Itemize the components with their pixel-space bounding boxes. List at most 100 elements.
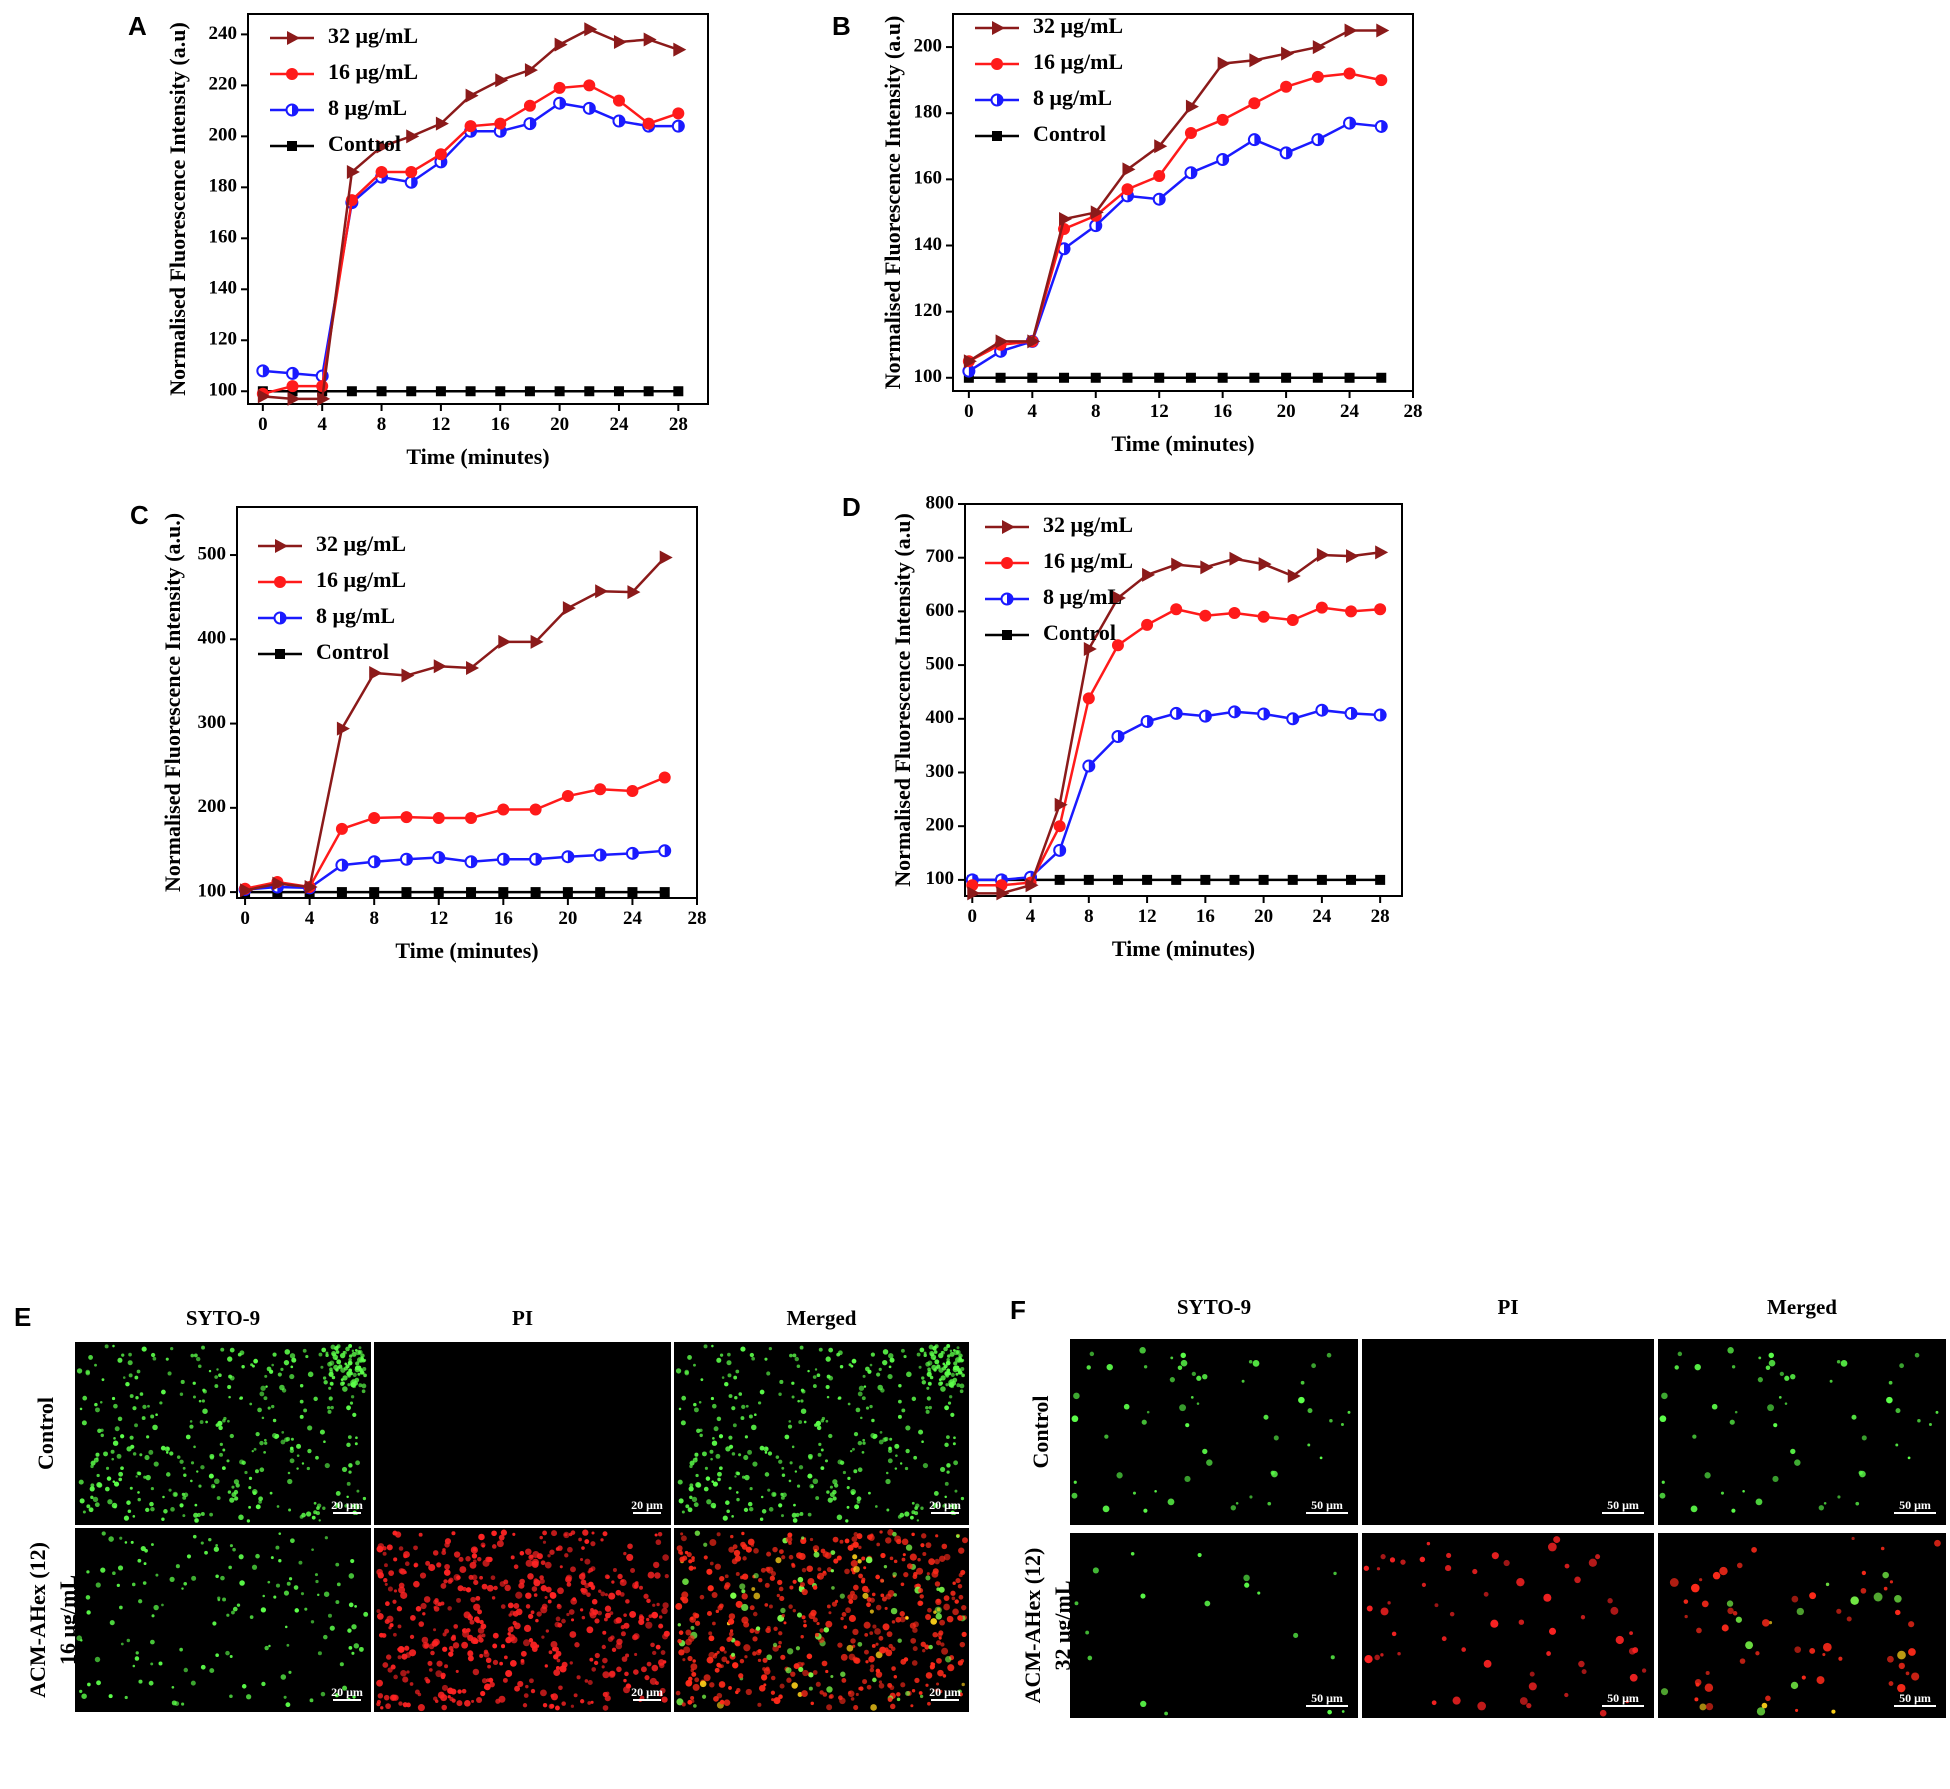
cell-dot: [127, 1360, 133, 1366]
cell-dot: [929, 1375, 934, 1380]
cell-dot: [171, 1700, 177, 1706]
cell-dot: [604, 1605, 612, 1612]
cell-dot: [882, 1349, 889, 1355]
cell-dot: [557, 1545, 563, 1551]
cell-dot: [344, 1362, 347, 1366]
cell-dot: [841, 1612, 847, 1617]
cell-dot: [238, 1554, 244, 1560]
cell-dot: [944, 1495, 947, 1499]
cell-dot: [346, 1442, 351, 1448]
cell-dot: [653, 1561, 660, 1569]
cell-dot: [120, 1642, 124, 1646]
cell-dot: [346, 1495, 349, 1499]
cell-dot: [634, 1652, 638, 1657]
cell-dot: [393, 1632, 397, 1637]
cell-dot: [812, 1478, 819, 1485]
cell-dot: [267, 1580, 271, 1584]
cell-dot: [775, 1455, 780, 1459]
cell-dot: [200, 1664, 206, 1670]
cell-dot: [566, 1582, 572, 1587]
x-tick-label: 24: [1312, 906, 1332, 927]
cell-dot: [1548, 1627, 1557, 1635]
cell-dot: [1794, 1459, 1801, 1466]
scale-bar-label: 20 μm: [929, 1498, 961, 1512]
cell-dot: [471, 1553, 478, 1559]
cell-dot: [360, 1357, 365, 1361]
circle-marker: [672, 107, 685, 120]
cell-dot: [1164, 1711, 1168, 1716]
x-tick-label: 4: [317, 414, 327, 435]
cell-dot: [555, 1616, 561, 1622]
cell-dot: [620, 1625, 625, 1630]
series-line: [244, 556, 666, 892]
cell-dot: [678, 1407, 682, 1411]
cell-dot: [114, 1426, 120, 1432]
cell-dot: [781, 1514, 784, 1518]
cell-dot: [398, 1701, 403, 1706]
cell-dot: [1241, 1379, 1245, 1383]
cell-dot: [681, 1591, 689, 1599]
cell-dot: [220, 1575, 225, 1581]
cell-dot: [1823, 1642, 1832, 1652]
cell-dot: [569, 1631, 577, 1638]
cell-dot: [955, 1372, 959, 1376]
cell-dot: [899, 1462, 903, 1465]
cell-dot: [153, 1461, 159, 1467]
cell-dot: [513, 1564, 519, 1570]
cell-dot: [773, 1626, 778, 1631]
cell-dot: [120, 1434, 125, 1439]
cell-dot: [870, 1352, 875, 1357]
cell-dot: [1391, 1631, 1397, 1637]
cell-dot: [1894, 1594, 1902, 1603]
cell-dot: [348, 1354, 353, 1358]
cell-dot: [719, 1466, 723, 1471]
cell-dot: [820, 1448, 824, 1452]
cell-dot: [1087, 1655, 1093, 1661]
square-marker: [643, 386, 654, 397]
cell-dot: [1073, 1480, 1077, 1484]
cell-dot: [688, 1676, 693, 1682]
cell-dot: [1588, 1558, 1597, 1567]
triangle-marker: [336, 721, 350, 736]
cell-dot: [879, 1530, 883, 1534]
x-tick-label: 4: [1026, 906, 1036, 927]
circle-marker: [626, 784, 639, 797]
cell-dot: [1889, 1580, 1894, 1584]
cell-dot: [926, 1396, 931, 1401]
cell-dot: [92, 1496, 99, 1503]
cell-dot: [315, 1511, 320, 1516]
cell-dot: [531, 1586, 538, 1592]
cell-dot: [623, 1678, 627, 1683]
cell-dot: [876, 1542, 881, 1547]
cell-dot: [293, 1585, 299, 1590]
cell-dot: [662, 1554, 669, 1561]
cell-dot: [265, 1385, 268, 1388]
cell-dot: [513, 1622, 521, 1630]
cell-dot: [155, 1413, 158, 1417]
cell-dot: [853, 1532, 858, 1537]
cell-dot: [688, 1559, 693, 1564]
triangle-marker: [304, 880, 318, 895]
cell-dot: [441, 1550, 447, 1556]
micrograph-image: 50 μm: [1362, 1533, 1654, 1718]
cell-dot: [939, 1619, 946, 1626]
cell-dot: [425, 1560, 431, 1566]
cell-dot: [357, 1372, 361, 1376]
cell-dot: [899, 1512, 905, 1518]
cell-dot: [905, 1448, 910, 1454]
cell-dot: [728, 1486, 732, 1490]
cell-dot: [812, 1585, 818, 1590]
cell-dot: [808, 1455, 813, 1460]
cell-dot: [440, 1674, 446, 1680]
legend-label: 8 μg/mL: [1033, 85, 1112, 110]
cell-dot: [695, 1473, 699, 1478]
legend-label: 32 μg/mL: [1043, 512, 1133, 537]
triangle-marker: [287, 31, 300, 45]
cell-dot: [800, 1582, 805, 1588]
cell-dot: [561, 1618, 566, 1624]
square-marker: [1090, 372, 1101, 383]
cell-dot: [648, 1614, 653, 1619]
cell-dot: [1731, 1508, 1736, 1513]
cell-dot: [708, 1651, 716, 1659]
panel-letter: B: [832, 11, 851, 41]
